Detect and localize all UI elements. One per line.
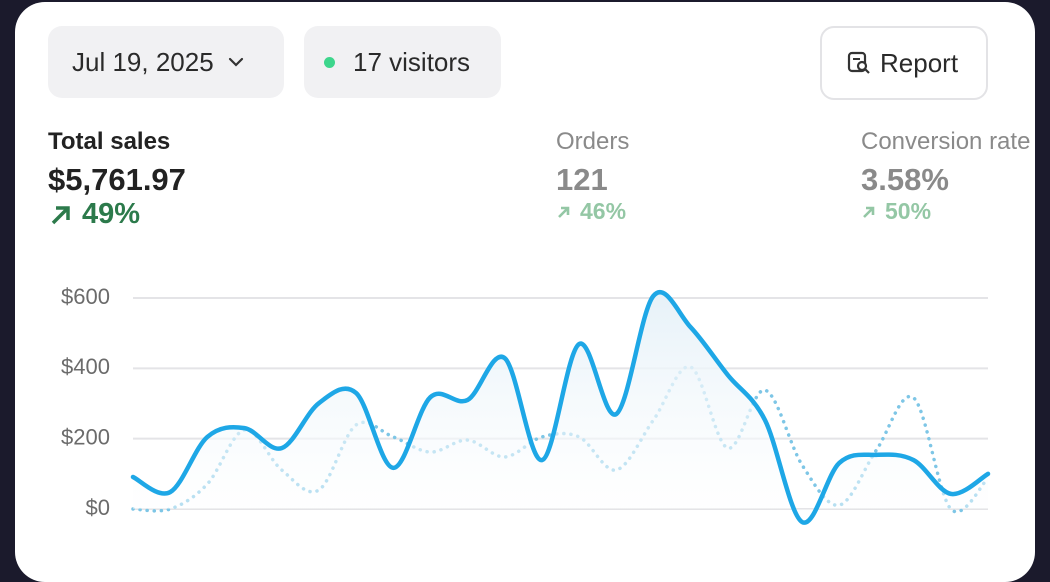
metric-change: 50% xyxy=(861,198,1035,225)
live-dot xyxy=(324,56,335,68)
metric-label: Orders xyxy=(556,128,630,155)
metric-value: $5,761.97 xyxy=(48,162,186,197)
change-value: 50% xyxy=(885,198,932,224)
report-label: Report xyxy=(880,47,959,78)
y-tick-label: $600 xyxy=(61,284,110,309)
visitors-pill[interactable]: 17 visitors xyxy=(304,26,501,98)
metric-label: Total sales xyxy=(48,128,171,155)
card: Jul 19, 2025 17 visitors Report Total sa… xyxy=(15,2,1035,582)
chart: $0 $200 $400 $600 xyxy=(61,284,991,525)
chevron-icon xyxy=(228,57,243,67)
metric-label: Conversion rate xyxy=(861,128,1031,155)
y-tick-label: $200 xyxy=(61,424,110,449)
metric: Total sales $5,761.97 49% xyxy=(48,128,186,231)
metric-value: 121 xyxy=(556,162,608,197)
metric: Orders 121 46% xyxy=(556,128,629,225)
up-arrow xyxy=(51,205,70,224)
change-value: 49% xyxy=(82,198,141,230)
y-tick-label: $400 xyxy=(61,354,110,379)
report-button[interactable]: Report xyxy=(820,26,988,100)
up-arrow xyxy=(558,206,570,218)
report-icon xyxy=(847,51,870,74)
series-line xyxy=(130,290,991,525)
y-tick-label: $0 xyxy=(86,495,110,520)
metric: Conversion rate 3.58% 50% xyxy=(861,128,1035,225)
change-value: 46% xyxy=(580,198,627,224)
metric-value: 3.58% xyxy=(861,162,949,197)
up-arrow xyxy=(863,206,875,218)
visitors: 17 visitors xyxy=(353,46,471,77)
metric-change: 46% xyxy=(556,198,629,225)
date: Jul 19, 2025 xyxy=(72,46,214,77)
date-picker[interactable]: Jul 19, 2025 xyxy=(48,26,284,98)
metric-change: 49% xyxy=(48,198,186,231)
